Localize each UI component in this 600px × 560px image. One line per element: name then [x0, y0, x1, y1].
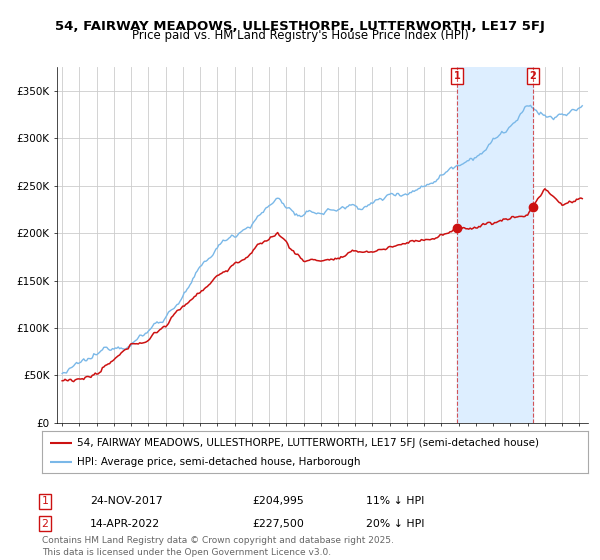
Text: 24-NOV-2017: 24-NOV-2017	[90, 496, 163, 506]
Text: 1: 1	[41, 496, 49, 506]
Text: £227,500: £227,500	[252, 519, 304, 529]
Text: HPI: Average price, semi-detached house, Harborough: HPI: Average price, semi-detached house,…	[77, 457, 361, 467]
Text: 54, FAIRWAY MEADOWS, ULLESTHORPE, LUTTERWORTH, LE17 5FJ (semi-detached house): 54, FAIRWAY MEADOWS, ULLESTHORPE, LUTTER…	[77, 437, 539, 447]
Text: Contains HM Land Registry data © Crown copyright and database right 2025.
This d: Contains HM Land Registry data © Crown c…	[42, 536, 394, 557]
Text: £204,995: £204,995	[252, 496, 304, 506]
Text: 11% ↓ HPI: 11% ↓ HPI	[366, 496, 424, 506]
Bar	[457, 67, 533, 423]
Text: 14-APR-2022: 14-APR-2022	[90, 519, 160, 529]
Text: 54, FAIRWAY MEADOWS, ULLESTHORPE, LUTTERWORTH, LE17 5FJ: 54, FAIRWAY MEADOWS, ULLESTHORPE, LUTTER…	[55, 20, 545, 32]
Text: 2: 2	[41, 519, 49, 529]
Text: 1: 1	[454, 71, 460, 81]
Text: Price paid vs. HM Land Registry's House Price Index (HPI): Price paid vs. HM Land Registry's House …	[131, 29, 469, 42]
Text: 2: 2	[529, 71, 536, 81]
Text: 20% ↓ HPI: 20% ↓ HPI	[366, 519, 425, 529]
